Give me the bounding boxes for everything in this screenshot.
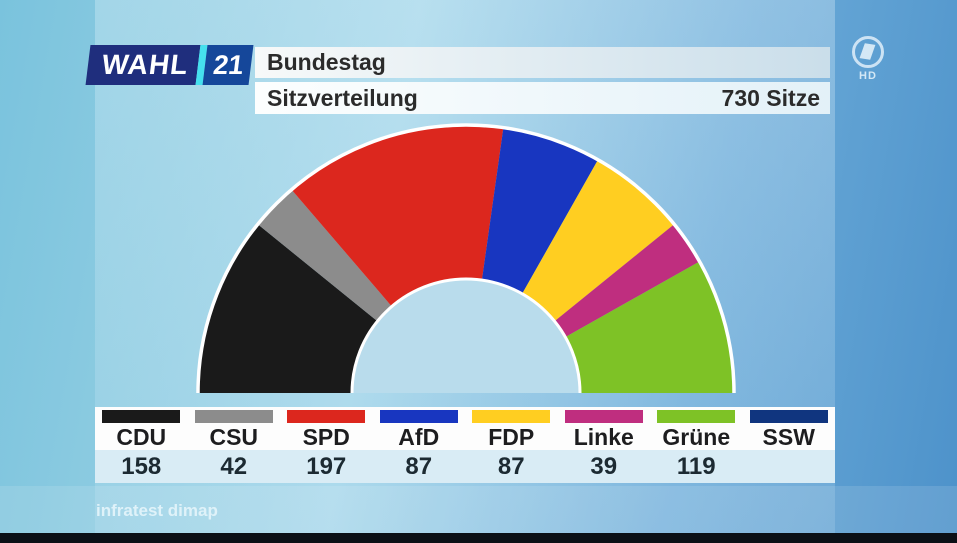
legend-item-fdp: FDP 87 — [465, 407, 558, 483]
hd-badge: HD — [859, 70, 877, 82]
legend-swatch — [472, 410, 551, 423]
chart-hole — [352, 279, 580, 393]
channel-bug: HD — [848, 36, 888, 82]
chart-subtitle: Sitzverteilung — [267, 85, 418, 111]
wahl-logo-text: WAHL — [85, 45, 201, 85]
inner-rim — [350, 277, 582, 394]
legend-swatch — [749, 410, 828, 423]
legend-swatch — [564, 410, 643, 423]
legend: CDU 158 CSU 42 SPD 197 AfD 87 FDP 87 Linke 39 Grüne 1… — [95, 407, 835, 483]
legend-party-name: FDP — [488, 424, 535, 450]
legend-swatch — [102, 410, 181, 423]
legend-swatch — [287, 410, 366, 423]
ard-one-glyph — [859, 43, 876, 60]
legend-party-seats: 158 — [121, 453, 162, 480]
page-title: Bundestag — [267, 49, 386, 75]
segment-grüne — [565, 261, 734, 393]
title-bar: Bundestag — [255, 47, 830, 78]
legend-party-seats: 87 — [497, 453, 525, 480]
legend-columns: CDU 158 CSU 42 SPD 197 AfD 87 FDP 87 Linke 39 Grüne 1… — [95, 407, 835, 483]
legend-party-seats: 42 — [220, 453, 248, 480]
legend-item-csu: CSU 42 — [188, 407, 281, 483]
lower-light-band — [0, 486, 957, 533]
segment-spd — [291, 124, 504, 307]
bottom-black-bar — [0, 533, 957, 543]
source-credit: infratest dimap — [96, 501, 218, 520]
legend-seats-background — [95, 450, 835, 483]
legend-item-afd: AfD 87 — [373, 407, 466, 483]
legend-party-name: CDU — [116, 424, 167, 450]
legend-item-cdu: CDU 158 — [95, 407, 188, 483]
legend-party-seats: 119 — [676, 453, 716, 480]
legend-party-name: SSW — [762, 424, 815, 450]
segment-linke — [554, 224, 700, 338]
legend-item-spd: SPD 197 — [280, 407, 373, 483]
legend-swatch — [194, 410, 273, 423]
legend-party-name: Grüne — [662, 424, 731, 450]
subtitle-bar: Sitzverteilung 730 Sitze — [255, 82, 830, 114]
wahl-21-logo: WAHL 21 — [85, 45, 254, 85]
seat-distribution-half-donut-chart — [196, 123, 736, 394]
legend-party-seats: 39 — [590, 453, 618, 480]
legend-party-name: SPD — [302, 424, 350, 450]
legend-party-seats: 197 — [306, 453, 347, 480]
ard-logo-icon — [852, 36, 884, 68]
outer-rim — [196, 123, 736, 394]
segment-afd — [481, 127, 598, 294]
legend-party-name: Linke — [573, 424, 634, 450]
legend-party-name: AfD — [398, 424, 440, 450]
legend-item-linke: Linke 39 — [558, 407, 651, 483]
legend-item-grüne: Grüne 119 — [650, 407, 743, 483]
segment-csu — [257, 189, 392, 322]
segment-fdp — [522, 159, 675, 322]
total-seats: 730 Sitze — [721, 85, 820, 111]
legend-item-ssw: SSW — [743, 407, 836, 483]
legend-swatch — [379, 410, 458, 423]
segment-cdu — [198, 224, 378, 393]
wahl-logo-year: 21 — [202, 45, 254, 85]
legend-party-name: CSU — [209, 424, 259, 450]
legend-party-seats: 87 — [405, 453, 433, 480]
legend-swatch — [657, 410, 736, 423]
